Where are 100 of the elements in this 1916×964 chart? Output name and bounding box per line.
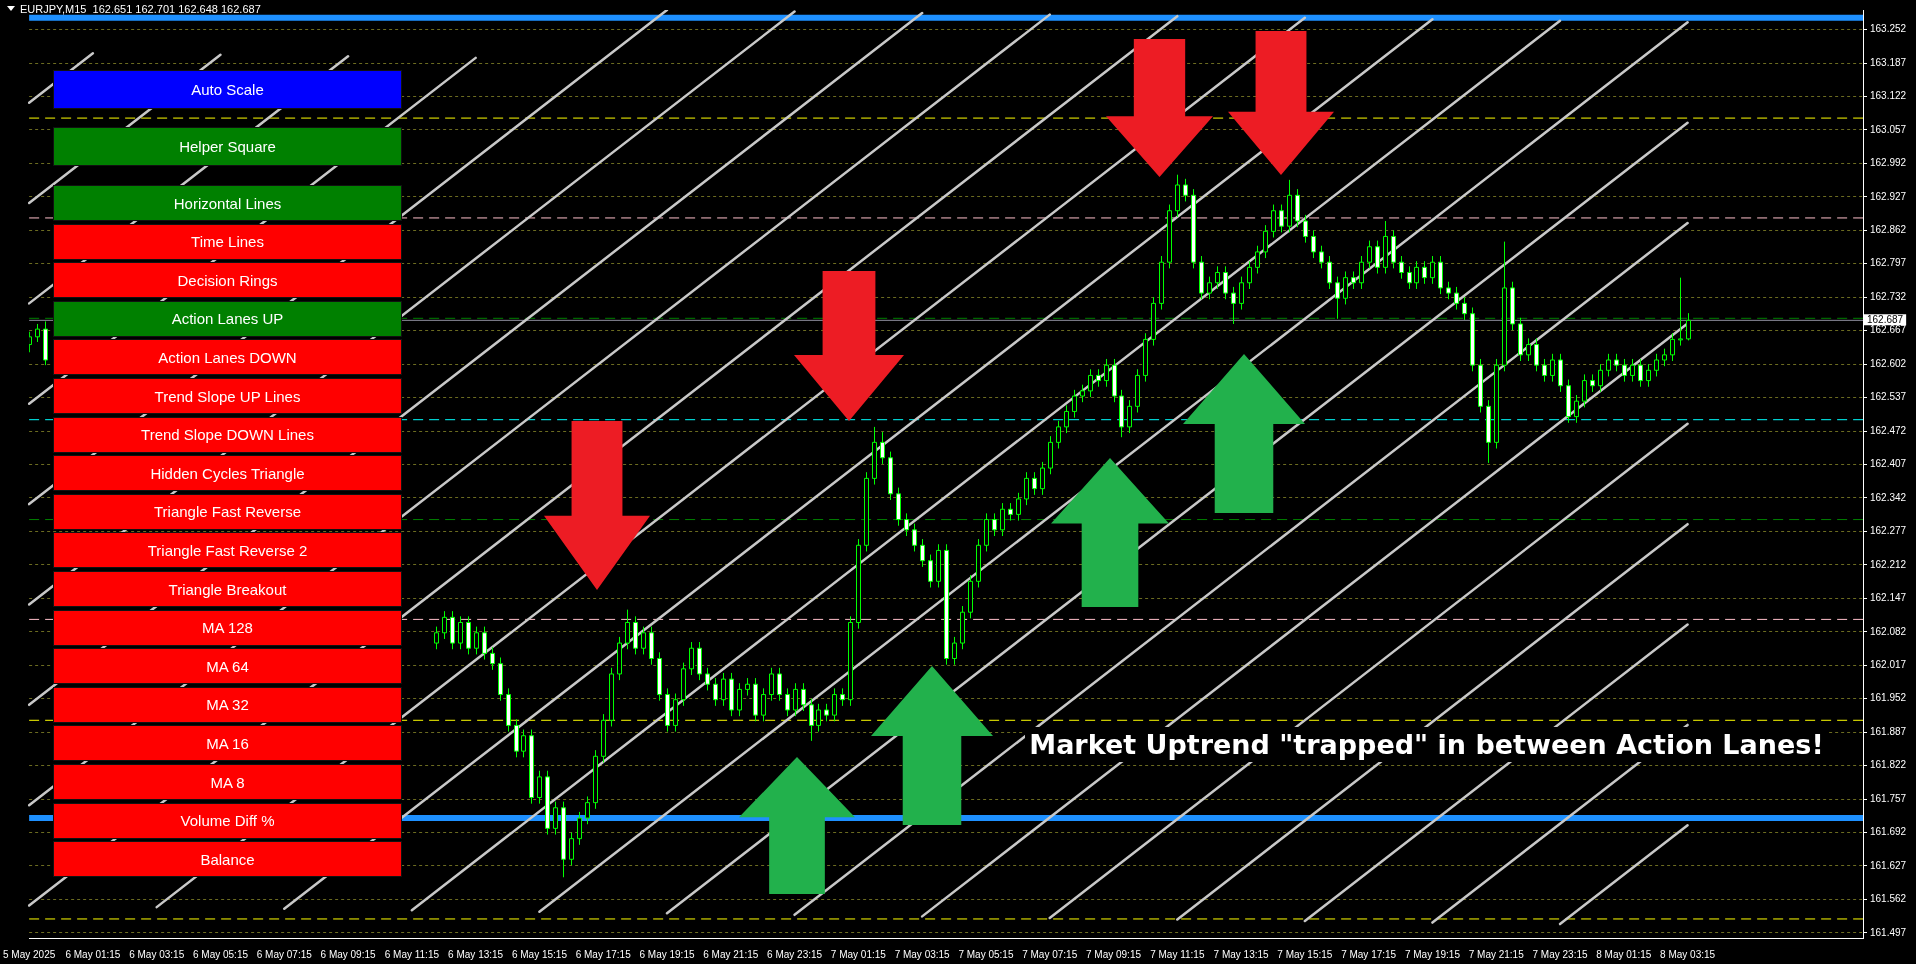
candlestick (832, 687, 837, 722)
candlestick (665, 687, 670, 733)
y-tick-label: 162.082 (1870, 625, 1907, 637)
ref-line-label: 162.687 (1867, 314, 1904, 326)
candlestick (984, 512, 989, 552)
y-tick-label: 163.252 (1870, 23, 1907, 35)
candlestick (912, 523, 917, 552)
x-tick-label: 7 May 19:15 (1404, 948, 1461, 960)
x-tick-label: 6 May 23:15 (767, 948, 823, 960)
toggle-button[interactable]: Decision Rings (53, 262, 402, 299)
candlestick (641, 626, 646, 655)
toggle-button[interactable]: Triangle Fast Reverse 2 (53, 532, 402, 569)
y-tick-label: 161.822 (1870, 759, 1907, 771)
candlestick (1319, 245, 1324, 269)
toggle-button[interactable]: Auto Scale (53, 70, 402, 109)
candlestick (466, 615, 471, 655)
candlestick (561, 801, 566, 878)
candlestick (458, 615, 463, 650)
x-tick-label: 6 May 01:15 (65, 948, 121, 960)
candlestick (529, 729, 534, 805)
candlestick (625, 609, 630, 650)
x-tick-label: 7 May 13:15 (1213, 948, 1270, 960)
toggle-button[interactable]: Volume Diff % (53, 802, 402, 839)
toggle-button[interactable]: Trend Slope DOWN Lines (53, 416, 402, 453)
toggle-button[interactable]: Triangle Breakout (53, 571, 402, 607)
candlestick (1271, 204, 1276, 238)
y-tick-label: 162.537 (1870, 391, 1907, 403)
toggle-button[interactable]: MA 8 (53, 764, 402, 800)
toggle-button[interactable]: Action Lanes UP (53, 300, 402, 337)
toggle-button[interactable]: MA 16 (53, 725, 402, 762)
y-tick-label: 163.057 (1870, 123, 1907, 135)
chart-title: EURJPY,M15 162.651 162.701 162.648 162.687 (20, 3, 261, 15)
candlestick (928, 554, 933, 588)
candlestick (761, 687, 766, 722)
y-tick-label: 162.472 (1870, 424, 1907, 436)
candlestick (1367, 240, 1372, 269)
y-tick-label: 161.627 (1870, 859, 1907, 871)
toggle-button[interactable]: Hidden Cycles Triangle (53, 455, 402, 492)
toggle-button[interactable]: Helper Square (53, 127, 402, 166)
y-tick-label: 161.952 (1870, 692, 1907, 704)
candlestick (553, 801, 558, 836)
y-tick-label: 163.187 (1870, 56, 1907, 68)
x-tick-label: 7 May 05:15 (958, 948, 1014, 960)
candlestick (809, 698, 814, 742)
y-tick-label: 161.497 (1870, 926, 1907, 938)
y-tick-label: 162.017 (1870, 658, 1907, 670)
candlestick (482, 626, 487, 661)
y-tick-label: 162.342 (1870, 491, 1907, 503)
x-tick-label: 8 May 01:15 (1596, 948, 1652, 960)
x-tick-label: 7 May 03:15 (894, 948, 951, 960)
candlestick (537, 770, 542, 805)
toggle-button[interactable]: MA 32 (53, 686, 402, 723)
candlestick (1207, 276, 1212, 300)
y-tick-label: 163.122 (1870, 90, 1907, 102)
toggle-button[interactable]: Action Lanes DOWN (53, 339, 402, 376)
y-tick-label: 162.147 (1870, 592, 1907, 604)
y-tick-label: 162.732 (1870, 290, 1907, 302)
x-tick-label: 7 May 17:15 (1341, 948, 1397, 960)
toggle-button[interactable]: Balance (53, 841, 402, 878)
toggle-button[interactable]: MA 128 (53, 609, 402, 646)
x-tick-label: 6 May 17:15 (575, 948, 632, 960)
x-tick-label: 7 May 21:15 (1468, 948, 1525, 960)
candlestick (1502, 241, 1507, 372)
candlestick (506, 687, 511, 733)
candlestick (1056, 420, 1061, 450)
toggle-button[interactable]: Triangle Fast Reverse (53, 493, 402, 530)
toggle-button[interactable]: MA 64 (53, 648, 402, 685)
x-tick-label: 7 May 15:15 (1277, 948, 1333, 960)
candlestick (1335, 276, 1340, 320)
candlestick (1223, 265, 1228, 300)
candlestick (1239, 276, 1244, 311)
y-tick-label: 162.407 (1870, 458, 1907, 470)
candlestick (649, 626, 654, 666)
toggle-button[interactable]: Time Lines (53, 223, 402, 260)
candlestick (1582, 373, 1587, 408)
y-tick-label: 162.277 (1870, 525, 1907, 537)
toggle-button[interactable]: Trend Slope UP Lines (53, 378, 402, 414)
x-tick-label: 6 May 11:15 (384, 948, 440, 960)
y-tick-label: 162.797 (1870, 257, 1907, 269)
toggle-button[interactable]: Horizontal Lines (53, 185, 402, 221)
x-tick-label: 6 May 21:15 (703, 948, 759, 960)
x-tick-label: 6 May 05:15 (192, 948, 249, 960)
x-tick-label: 6 May 07:15 (256, 948, 313, 960)
candlestick (1016, 492, 1021, 522)
annotation: Market Uptrend "trapped" in between Action Lanes! (1025, 727, 1828, 762)
x-tick-label: 7 May 01:15 (830, 948, 887, 960)
x-tick-label: 7 May 11:15 (1150, 948, 1205, 960)
y-tick-label: 162.862 (1870, 224, 1907, 236)
candlestick (569, 831, 574, 866)
x-tick-label: 6 May 09:15 (320, 948, 377, 960)
candlestick (1255, 245, 1260, 275)
candlestick (1470, 307, 1475, 372)
candlestick (585, 795, 590, 825)
candlestick (673, 693, 678, 733)
candlestick (705, 667, 710, 691)
candlestick (434, 626, 439, 650)
candlestick (1343, 270, 1348, 305)
x-tick-label: 8 May 03:15 (1660, 948, 1716, 960)
x-tick-label: 6 May 19:15 (639, 948, 695, 960)
x-tick-label: 6 May 03:15 (129, 948, 185, 960)
